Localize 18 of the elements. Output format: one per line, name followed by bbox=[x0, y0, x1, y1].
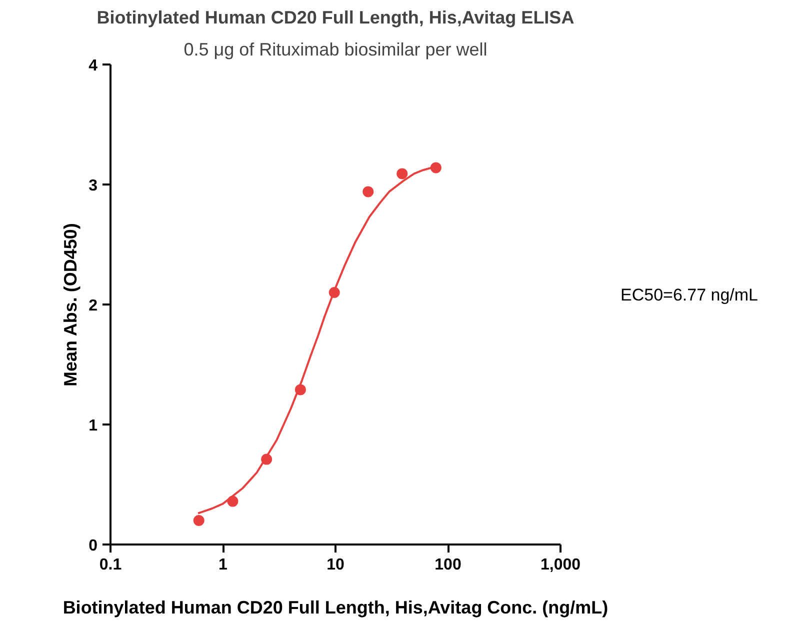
x-tick-label: 1,000 bbox=[540, 556, 581, 574]
x-tick-label: 100 bbox=[434, 556, 462, 574]
y-tick-label: 2 bbox=[88, 298, 98, 314]
chart-subtitle: 0.5 μg of Rituximab biosimilar per well bbox=[184, 40, 488, 60]
point bbox=[396, 168, 408, 180]
point bbox=[193, 515, 204, 526]
x-axis-title: Biotinylated Human CD20 Full Length, His,Avitag Conc. (ng/mL) bbox=[62, 598, 608, 618]
y-tick-label: 1 bbox=[88, 418, 98, 434]
point bbox=[362, 186, 374, 198]
chart-title: Biotinylated Human CD20 Full Length, His,Avitag ELISA bbox=[96, 8, 574, 28]
y-tick-label: 4 bbox=[88, 58, 98, 74]
x-tick-label: 1 bbox=[218, 556, 228, 574]
y-tick-label: 0 bbox=[88, 538, 98, 554]
y-axis-title: Mean Abs. (OD450) bbox=[60, 223, 81, 387]
text: EC50=6.77 ng/mL bbox=[620, 285, 758, 304]
x-tick-label: 0.1 bbox=[99, 556, 122, 574]
y-tick-label: 3 bbox=[88, 178, 98, 194]
x-tick-label: 10 bbox=[326, 556, 344, 574]
